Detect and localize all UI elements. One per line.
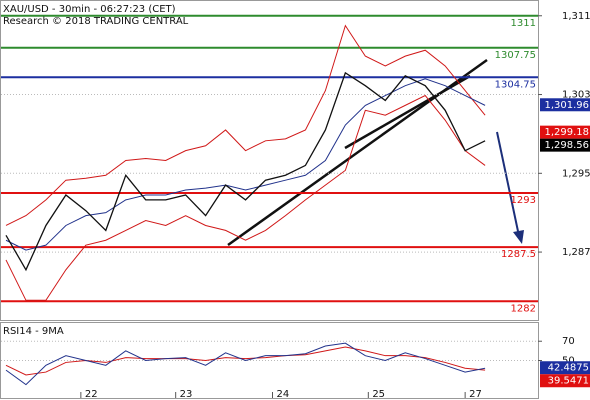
arrow-head — [513, 230, 524, 244]
chart-subtitle: Research © 2018 TRADING CENTRAL — [3, 16, 189, 27]
x-tick-label: 27 — [469, 389, 482, 400]
price-tag — [540, 138, 590, 152]
series-line — [5, 94, 486, 301]
x-tick-label: 25 — [372, 389, 385, 400]
chart-title: RSI14 - 9MA — [3, 326, 64, 337]
series-line — [5, 71, 486, 272]
level-label: 1282 — [511, 303, 536, 314]
level-label: 1287.5 — [501, 249, 536, 260]
price-tag — [540, 98, 590, 112]
series-line — [5, 342, 486, 386]
price-tag-label: 1,298.56 — [544, 140, 589, 151]
price-tag-label: 39.5471 — [548, 376, 589, 387]
trend-line — [344, 74, 471, 150]
x-tick-label: 24 — [276, 389, 289, 400]
y-tick-label: 1,311 — [562, 11, 590, 22]
y-tick-label: 1,303 — [562, 90, 590, 101]
y-tick-label: 70 — [562, 336, 575, 347]
y-tick-label: 1,295 — [562, 168, 590, 179]
price-frame — [0, 0, 539, 321]
x-tick-label: 22 — [85, 389, 98, 400]
price-tag — [540, 374, 590, 388]
y-tick-label: 50 — [562, 356, 575, 367]
level-label: 1304.75 — [495, 79, 536, 90]
series-line — [5, 24, 486, 226]
y-tick-label: 1,287 — [562, 247, 590, 258]
level-label: 1307.75 — [495, 50, 536, 61]
arrow — [496, 131, 520, 237]
chart-title: XAU/USD - 30min - 06:27:23 (CET) — [3, 4, 176, 15]
price-tag — [540, 125, 590, 139]
level-label: 1293 — [511, 195, 536, 206]
price-tag-label: 1,301.96 — [544, 100, 589, 111]
price-tag-label: 1,299.18 — [544, 127, 589, 138]
x-tick-label: 23 — [180, 389, 193, 400]
price-tag — [540, 361, 590, 375]
price-tag-label: 42.4875 — [548, 363, 589, 374]
level-label: 1311 — [511, 18, 536, 29]
series-line — [5, 78, 486, 251]
